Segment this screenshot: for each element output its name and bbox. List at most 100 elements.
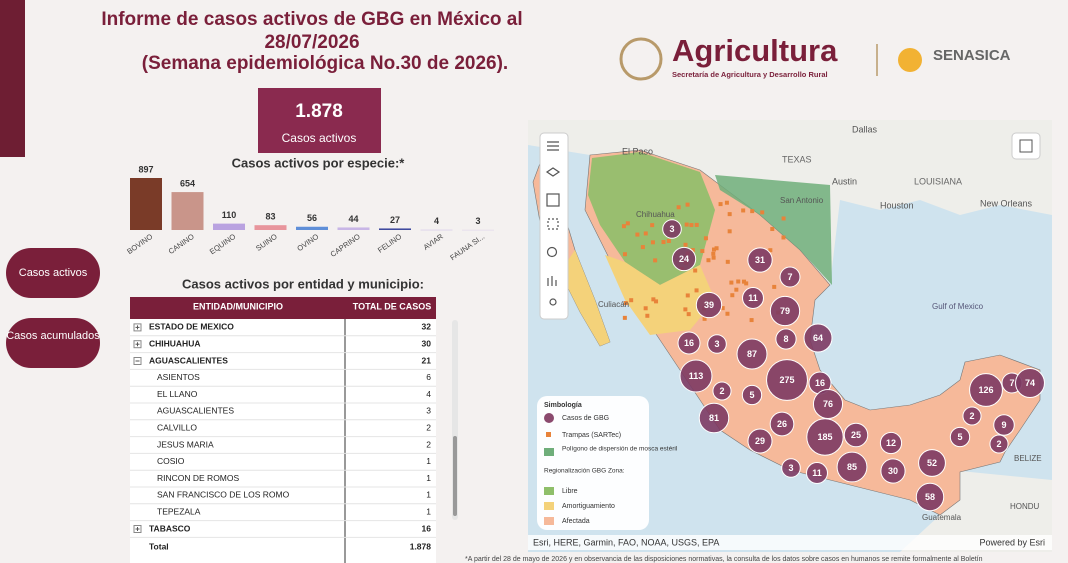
place-label: Culiacán — [598, 300, 629, 309]
case-marker[interactable] — [742, 287, 764, 309]
qr-icon[interactable] — [546, 193, 560, 207]
trap — [625, 221, 630, 226]
trap — [623, 301, 628, 306]
legend-label: Trampas (SARTec) — [562, 432, 621, 439]
row-total: 2 — [426, 422, 431, 432]
case-marker[interactable] — [662, 219, 682, 239]
value-label: 4 — [434, 216, 439, 226]
case-count: 9 — [1001, 420, 1006, 430]
row-total: 30 — [422, 338, 432, 348]
case-marker[interactable] — [766, 359, 808, 401]
legend-label: Regionalización GBG Zona: — [544, 468, 625, 475]
case-marker[interactable] — [736, 338, 768, 370]
case-marker[interactable] — [707, 334, 727, 354]
legend-swatch — [544, 413, 554, 423]
trap — [694, 222, 699, 227]
case-marker[interactable] — [969, 373, 1003, 407]
case-count: 2 — [969, 411, 974, 421]
case-marker[interactable] — [769, 295, 801, 327]
case-marker[interactable] — [695, 291, 723, 319]
case-marker[interactable] — [836, 451, 868, 483]
place-label: HONDU — [1010, 502, 1040, 511]
powered-by: Powered by Esri — [979, 537, 1045, 547]
layers-icon[interactable] — [545, 167, 561, 177]
case-count: 126 — [978, 385, 993, 395]
case-marker[interactable] — [775, 328, 797, 350]
case-marker[interactable] — [880, 458, 906, 484]
nav-button[interactable] — [6, 248, 100, 298]
case-marker[interactable] — [949, 426, 971, 448]
case-marker[interactable] — [915, 482, 945, 512]
title-week: (Semana epidemiológica No.30 de 2026). — [142, 53, 508, 74]
place-label: Dallas — [852, 124, 878, 134]
search-icon[interactable] — [546, 246, 558, 258]
case-marker[interactable] — [803, 323, 833, 353]
case-marker[interactable] — [741, 384, 763, 406]
trap — [781, 216, 786, 221]
case-marker[interactable] — [747, 247, 773, 273]
trap — [653, 258, 658, 263]
case-marker[interactable] — [843, 422, 869, 448]
nav-label: Casos activos — [19, 267, 88, 279]
trap — [621, 224, 626, 229]
legend-swatch — [544, 517, 554, 525]
value-label: 897 — [138, 164, 153, 174]
row-total: 2 — [426, 439, 431, 449]
case-marker[interactable] — [781, 458, 801, 478]
case-marker[interactable] — [671, 246, 697, 272]
row-total: 1 — [426, 490, 431, 500]
case-marker[interactable] — [993, 414, 1015, 436]
trap — [651, 297, 656, 302]
case-marker[interactable] — [806, 418, 844, 456]
trap — [693, 268, 698, 273]
place-label: TEXAS — [782, 154, 812, 164]
legend-swatch — [544, 502, 554, 510]
value-label: 27 — [390, 215, 400, 225]
legend-swatch — [544, 448, 554, 456]
case-marker[interactable] — [812, 388, 844, 420]
case-count: 52 — [927, 458, 937, 468]
case-marker[interactable] — [747, 428, 773, 454]
trap — [706, 258, 711, 263]
trap — [781, 235, 786, 240]
trap — [734, 287, 739, 292]
case-marker[interactable] — [712, 381, 732, 401]
chart-icon[interactable] — [547, 276, 557, 286]
trap — [640, 245, 645, 250]
case-marker[interactable] — [698, 402, 730, 434]
case-marker[interactable] — [879, 431, 903, 455]
scroll-thumb[interactable] — [453, 436, 457, 516]
kpi-value: 1.878 — [295, 101, 343, 122]
trap — [768, 248, 773, 253]
case-marker[interactable] — [1015, 368, 1045, 398]
table-title: Casos activos por entidad y municipio: — [182, 276, 424, 291]
place-label: Gulf of Mexico — [932, 302, 984, 311]
municipality-name: TEPEZALA — [157, 506, 201, 516]
case-marker[interactable] — [779, 266, 801, 288]
municipality-name: JESUS MARIA — [157, 439, 214, 449]
case-count: 76 — [823, 399, 833, 409]
case-count: 29 — [755, 436, 765, 446]
case-count: 64 — [813, 333, 823, 343]
case-count: 12 — [886, 438, 896, 448]
case-marker[interactable] — [769, 411, 795, 437]
case-marker[interactable] — [962, 406, 982, 426]
case-count: 16 — [684, 338, 694, 348]
title: Informe de casos activos de GBG en Méxic… — [101, 9, 522, 30]
case-marker[interactable] — [679, 359, 713, 393]
case-marker[interactable] — [806, 462, 828, 484]
select-icon[interactable] — [547, 218, 559, 230]
case-marker[interactable] — [989, 434, 1009, 454]
kpi-label: Casos activos — [282, 131, 357, 145]
menu-icon[interactable] — [547, 141, 559, 151]
nav-button[interactable] — [6, 318, 100, 368]
row-total: 6 — [426, 372, 431, 382]
case-marker[interactable] — [677, 331, 701, 355]
legend-swatch — [544, 487, 554, 495]
table-button[interactable] — [1011, 132, 1041, 160]
case-marker[interactable] — [918, 449, 946, 477]
column-header[interactable]: TOTAL DE CASOS — [353, 301, 432, 311]
trap — [643, 306, 648, 311]
user-icon[interactable] — [549, 298, 557, 306]
legend-label: Polígono de dispersión de mosca estéril — [562, 446, 678, 453]
